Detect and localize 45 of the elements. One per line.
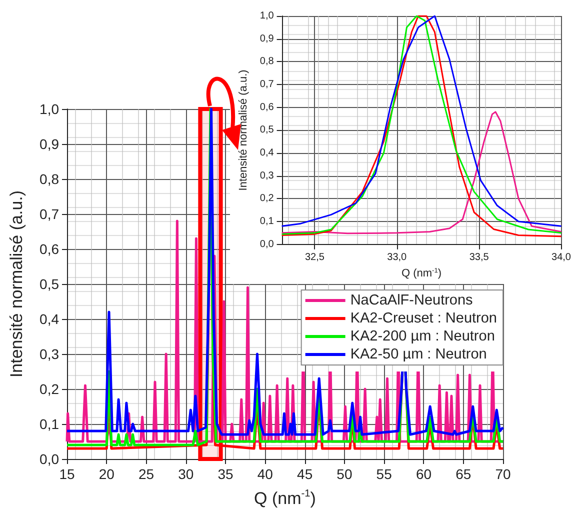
x-tick-label: 25 bbox=[138, 466, 154, 482]
x-tick-label: 33,5 bbox=[469, 252, 490, 263]
y-axis-title: Intensité normalisé (a.u.) bbox=[238, 70, 250, 191]
x-tick-label: 60 bbox=[416, 466, 432, 482]
x-tick-label: 70 bbox=[495, 466, 511, 482]
x-tick-label: 20 bbox=[98, 466, 115, 482]
legend-label: NaCaAlF-Neutrons bbox=[350, 292, 473, 308]
legend-label: KA2-200 µm : Neutron bbox=[350, 328, 495, 344]
x-tick-label: 40 bbox=[257, 466, 274, 482]
y-tick-label: 0,7 bbox=[260, 79, 274, 90]
line-series bbox=[281, 111, 562, 234]
y-tick-label: 0,5 bbox=[40, 276, 60, 292]
x-tick-label: 32,5 bbox=[304, 252, 325, 263]
y-tick-label: 0,6 bbox=[260, 102, 274, 113]
legend-label: KA2-50 µm : Neutron bbox=[350, 346, 487, 362]
y-axis-title: Intensité normalisé (a.u.) bbox=[7, 190, 26, 378]
x-tick-label: 34,0 bbox=[552, 252, 572, 263]
x-tick-label: 55 bbox=[376, 466, 392, 482]
y-tick-label: 0,1 bbox=[40, 416, 60, 432]
y-tick-label: 0,0 bbox=[40, 451, 60, 467]
x-tick-label: 33,0 bbox=[387, 252, 408, 263]
legend-label: KA2-Creuset : Neutron bbox=[350, 310, 498, 326]
y-tick-label: 1,0 bbox=[40, 101, 60, 117]
y-tick-label: 0,9 bbox=[260, 33, 274, 44]
x-tick-label: 45 bbox=[297, 466, 313, 482]
y-tick-label: 0,2 bbox=[260, 193, 274, 204]
y-tick-label: 0,9 bbox=[40, 136, 60, 152]
y-tick-label: 0,2 bbox=[40, 381, 60, 397]
y-tick-label: 0,6 bbox=[40, 241, 60, 257]
y-tick-label: 0,4 bbox=[40, 311, 60, 327]
x-tick-label: 35 bbox=[218, 466, 234, 482]
y-tick-label: 0,5 bbox=[260, 124, 274, 136]
y-tick-label: 0,7 bbox=[40, 206, 60, 222]
x-tick-label: 15 bbox=[59, 466, 75, 482]
y-tick-label: 0,1 bbox=[260, 216, 274, 228]
y-tick-label: 0,3 bbox=[260, 170, 274, 182]
y-tick-label: 0,8 bbox=[40, 171, 60, 187]
x-tick-label: 30 bbox=[178, 466, 194, 482]
y-tick-label: 0,0 bbox=[260, 238, 274, 250]
y-tick-label: 0,3 bbox=[40, 346, 60, 362]
y-tick-label: 1,0 bbox=[260, 10, 274, 22]
y-tick-label: 0,8 bbox=[260, 56, 274, 68]
y-tick-label: 0,4 bbox=[260, 148, 274, 159]
x-tick-label: 50 bbox=[336, 466, 352, 482]
x-tick-label: 65 bbox=[456, 466, 472, 482]
